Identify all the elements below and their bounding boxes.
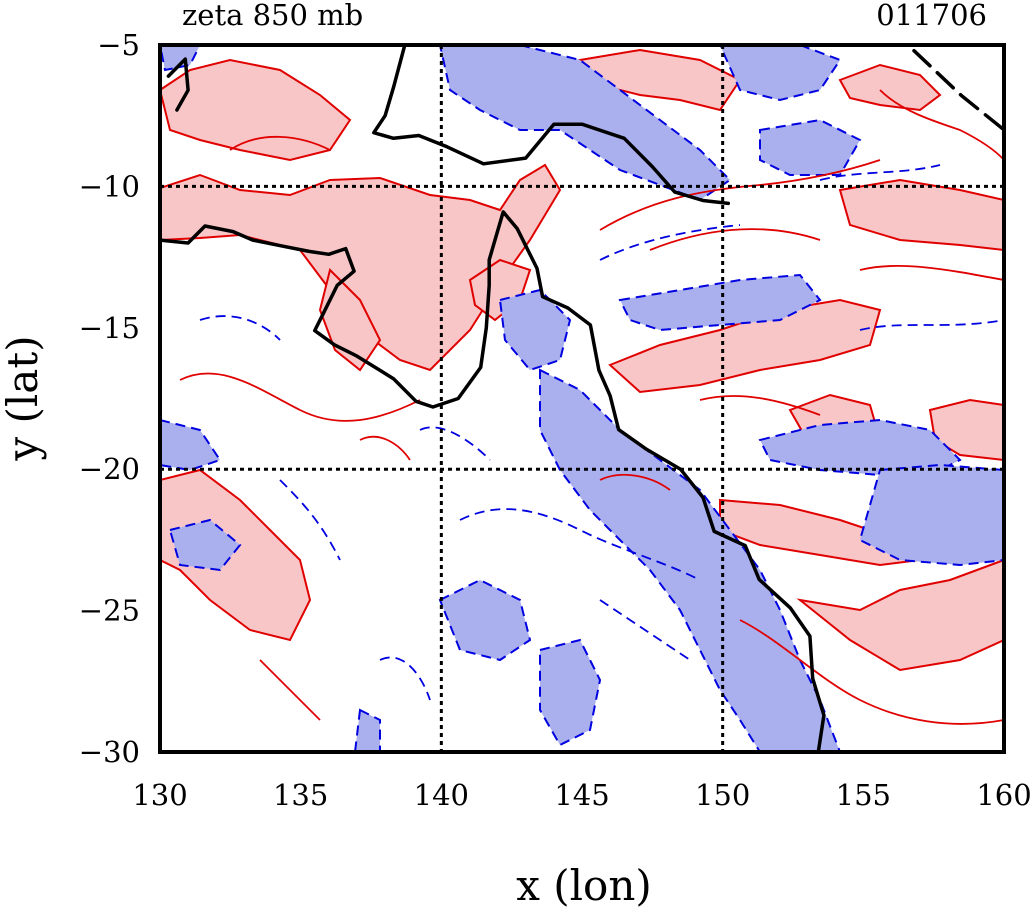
- x-tick-label: 150: [695, 778, 750, 812]
- y-tick-label: −15: [79, 311, 140, 345]
- negative-region-coral-north: [759, 118, 862, 176]
- negative-region-west-1: [160, 418, 222, 472]
- x-axis-label: x (lon): [516, 861, 652, 910]
- positive-region-east-1: [838, 178, 1004, 252]
- positive-region-coral-1: [608, 298, 882, 394]
- negative-region-interior-3: [353, 708, 381, 752]
- coastline-segment: [166, 57, 190, 112]
- negative-region-interior-1: [539, 638, 602, 747]
- negative-region-east-png: [718, 45, 842, 102]
- y-tick-label: −5: [97, 28, 140, 62]
- negative-region-coral-mid: [618, 273, 822, 332]
- negative-region-qld-coast: [539, 368, 842, 752]
- negative-region-interior-2: [438, 578, 532, 662]
- negative-region-top-left: [160, 45, 202, 72]
- x-tick-label: 135: [273, 778, 328, 812]
- y-axis-label: y (lat): [0, 335, 47, 461]
- coastline-segment: [372, 45, 731, 206]
- x-tick-label: 130: [132, 778, 187, 812]
- y-axis-ticks: −5 −10 −15 −20 −25 −30: [79, 28, 140, 769]
- negative-vorticity-fill: [160, 45, 1004, 752]
- positive-contour-lines: [179, 89, 1004, 725]
- negative-region-west-2: [168, 518, 242, 572]
- x-tick-label: 160: [976, 778, 1031, 812]
- coastline-segment: [160, 210, 826, 752]
- date-label: 011706: [876, 0, 987, 32]
- y-tick-label: −10: [79, 169, 140, 203]
- positive-region-coralsea-band: [719, 498, 923, 567]
- x-tick-label: 145: [554, 778, 609, 812]
- y-tick-label: −30: [79, 735, 140, 769]
- coastline-segment: [912, 48, 1004, 132]
- y-tick-label: −20: [79, 452, 140, 486]
- positive-region-north: [160, 58, 352, 162]
- y-tick-label: −25: [79, 594, 140, 628]
- x-axis-ticks: 130 135 140 145 150 155 160: [132, 778, 1031, 812]
- negative-region-east-south: [858, 463, 1004, 567]
- x-tick-label: 140: [414, 778, 469, 812]
- coastline: [160, 45, 1004, 752]
- plot-frame: [158, 43, 1006, 754]
- negative-contour-lines: [199, 164, 1004, 701]
- map-title: zeta 850 mb: [182, 0, 363, 32]
- x-tick-label: 155: [836, 778, 891, 812]
- positive-region-solomon: [838, 63, 942, 112]
- positive-region-west: [160, 468, 312, 642]
- positive-region-tasman: [796, 558, 1004, 672]
- lat-lon-grid: [160, 45, 1004, 752]
